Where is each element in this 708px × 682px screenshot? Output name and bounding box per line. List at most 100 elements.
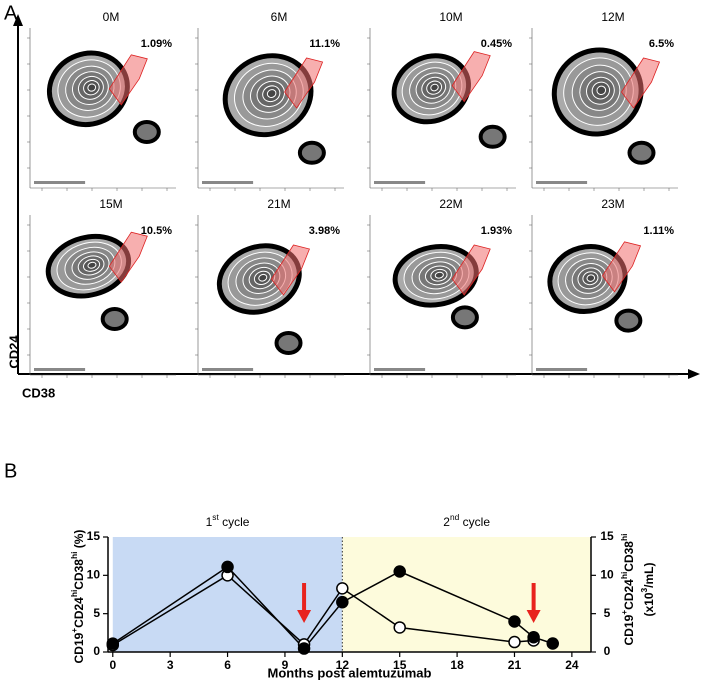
dose-arrow: [297, 583, 312, 623]
y-axis-label: CD19+CD24hiCD38hi (%): [69, 530, 86, 664]
superscript: +: [69, 628, 79, 633]
flow-population: [297, 140, 326, 165]
flow-plot-label: 23M: [601, 197, 624, 211]
text-part: 1: [206, 515, 213, 529]
flow-events: [34, 368, 86, 371]
flow-contour: [266, 89, 277, 98]
flow-events: [536, 181, 588, 184]
flow-population: [627, 140, 656, 165]
flow-contour: [258, 273, 268, 282]
gate-percent: 1.11%: [643, 225, 674, 237]
flow-plot-label: 6M: [271, 10, 288, 24]
x-tick-label: 18: [450, 658, 464, 672]
y-tick-label: 10: [87, 568, 101, 582]
text-part: cycle: [459, 515, 490, 529]
flow-events: [34, 181, 86, 184]
cycle-label: 1st cycle: [206, 512, 250, 529]
x-tick-label: 24: [565, 658, 579, 672]
text-part: 2: [443, 515, 450, 529]
gate: [621, 57, 661, 109]
superscript: hi: [69, 552, 79, 559]
flow-plot: 21M 3.98%: [195, 197, 344, 378]
gate: [451, 51, 491, 103]
dose-arrow: [526, 583, 541, 623]
text-part: CD24: [622, 579, 636, 610]
panel-label: A: [4, 2, 18, 24]
flow-contour: [434, 271, 444, 279]
flow-axes: [13, 14, 700, 379]
data-point: [336, 582, 349, 595]
data-point: [508, 615, 521, 628]
data-point: [393, 565, 406, 578]
flow-plot: 15M 10.5%: [27, 197, 176, 378]
flow-contour: [87, 261, 97, 269]
flow-population: [614, 308, 643, 333]
flow-events: [202, 368, 254, 371]
y2-tick-label: 15: [600, 529, 614, 543]
flow-contour: [430, 83, 439, 92]
flow-population: [478, 124, 507, 149]
flow-contour: [586, 274, 596, 282]
gate-percent: 1.93%: [481, 225, 512, 237]
gate-percent: 3.98%: [309, 225, 340, 237]
flow-population: [551, 47, 644, 137]
x-tick-label: 9: [282, 658, 289, 672]
data-point: [393, 621, 406, 634]
flow-plot: 23M 1.11%: [529, 197, 678, 378]
gate-percent: 6.5%: [649, 38, 674, 50]
x-tick-label: 12: [336, 658, 350, 672]
gate-percent: 11.1%: [309, 38, 340, 50]
gate: [451, 244, 491, 296]
superscript: +: [619, 610, 629, 615]
gate: [602, 241, 642, 293]
superscript: hi: [69, 590, 79, 597]
flow-population: [391, 53, 472, 125]
flow-population: [222, 53, 314, 138]
superscript: 3: [639, 587, 649, 592]
gate: [108, 231, 148, 283]
cycle-region: [342, 537, 591, 652]
flow-y-label: CD24: [6, 335, 21, 369]
flow-plot-label: 10M: [439, 10, 462, 24]
flow-plot: 6M 11.1%: [195, 10, 344, 191]
data-point: [336, 595, 349, 609]
text-part: CD19: [72, 632, 86, 663]
flow-events: [374, 368, 426, 371]
data-point: [221, 560, 234, 574]
flow-plot: 10M 0.45%: [367, 10, 516, 191]
flow-plot: 12M 6.5%: [529, 10, 678, 191]
arrow-head: [526, 610, 541, 623]
flow-population: [45, 233, 132, 299]
flow-plot-label: 22M: [439, 197, 462, 211]
y-tick-label: 5: [93, 606, 100, 620]
flow-plot: 22M 1.93%: [367, 197, 516, 378]
text-part: CD38: [72, 559, 86, 590]
gate-percent: 10.5%: [141, 225, 172, 237]
text-part: (x10: [642, 592, 656, 616]
flow-plot-label: 0M: [103, 10, 120, 24]
gate: [108, 54, 148, 106]
y-tick-label: 0: [93, 644, 100, 658]
data-point: [546, 637, 559, 650]
text-part: cycle: [219, 515, 250, 529]
arrow-head: [297, 610, 312, 623]
superscript: nd: [450, 512, 460, 522]
flow-population: [216, 243, 302, 315]
flow-events: [536, 368, 588, 371]
text-part: /mL): [642, 562, 656, 587]
flow-population: [274, 331, 303, 355]
y2-tick-label: 0: [604, 644, 611, 658]
text-part: (%): [72, 530, 86, 552]
x-tick-label: 6: [224, 658, 231, 672]
flow-events: [202, 181, 254, 184]
x-axis-label: Months post alemtuzumab: [268, 665, 432, 680]
superscript: hi: [619, 534, 629, 541]
flow-population: [132, 120, 161, 144]
flow-contour: [87, 83, 97, 92]
x-tick-label: 15: [393, 658, 407, 672]
data-point: [527, 630, 540, 644]
flow-plot-label: 12M: [601, 10, 624, 24]
text-part: CD19: [622, 614, 636, 645]
data-point: [106, 637, 120, 650]
